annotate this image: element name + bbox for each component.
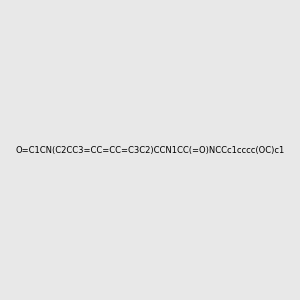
Text: O=C1CN(C2CC3=CC=CC=C3C2)CCN1CC(=O)NCCc1cccc(OC)c1: O=C1CN(C2CC3=CC=CC=C3C2)CCN1CC(=O)NCCc1c… bbox=[15, 146, 285, 154]
